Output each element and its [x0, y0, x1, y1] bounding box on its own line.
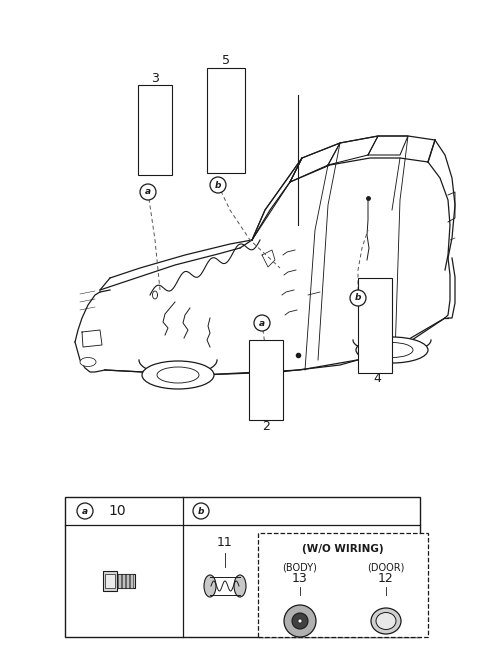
Ellipse shape — [234, 575, 246, 597]
Ellipse shape — [292, 613, 308, 629]
Text: a: a — [259, 318, 265, 328]
Ellipse shape — [142, 361, 214, 389]
Text: 3: 3 — [151, 71, 159, 84]
Text: 13: 13 — [292, 572, 308, 586]
Bar — [258, 533, 428, 637]
Circle shape — [77, 503, 93, 519]
Text: (BODY): (BODY) — [283, 562, 317, 572]
Circle shape — [350, 290, 366, 306]
Text: 10: 10 — [108, 504, 126, 518]
Ellipse shape — [284, 605, 316, 637]
Circle shape — [254, 315, 270, 331]
Bar — [118, 574, 121, 588]
Circle shape — [193, 503, 209, 519]
Bar — [130, 574, 133, 588]
Bar — [117, 574, 135, 588]
Bar — [65, 497, 420, 637]
Text: 4: 4 — [373, 371, 381, 384]
Text: (DOOR): (DOOR) — [367, 562, 405, 572]
Ellipse shape — [356, 337, 428, 363]
Bar — [138, 85, 172, 175]
Bar — [103, 571, 117, 591]
Ellipse shape — [376, 612, 396, 629]
Bar — [122, 574, 125, 588]
Text: 11: 11 — [217, 536, 233, 550]
Bar — [358, 278, 392, 373]
Circle shape — [140, 184, 156, 200]
Text: b: b — [355, 293, 361, 303]
Text: 5: 5 — [222, 54, 230, 67]
Text: 2: 2 — [262, 421, 270, 434]
Text: a: a — [82, 506, 88, 515]
Text: b: b — [198, 506, 204, 515]
Bar — [105, 574, 115, 588]
Bar — [207, 68, 245, 173]
Text: a: a — [145, 187, 151, 196]
Bar — [249, 340, 283, 420]
Ellipse shape — [371, 608, 401, 634]
Text: (W/O WIRING): (W/O WIRING) — [302, 544, 384, 554]
Text: b: b — [215, 181, 221, 189]
Ellipse shape — [371, 343, 413, 358]
Ellipse shape — [80, 358, 96, 367]
Ellipse shape — [157, 367, 199, 383]
Circle shape — [210, 177, 226, 193]
Ellipse shape — [204, 575, 216, 597]
Bar — [126, 574, 129, 588]
Text: 12: 12 — [378, 572, 394, 586]
Ellipse shape — [298, 619, 302, 623]
